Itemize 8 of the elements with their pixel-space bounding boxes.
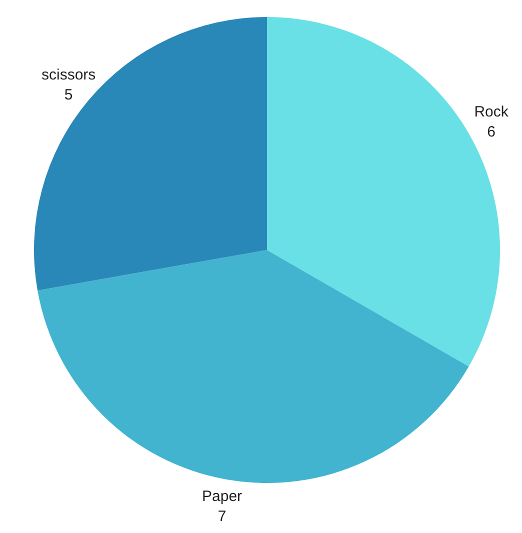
pie-slice [38,250,469,483]
data-label: 7 [218,508,226,526]
pie-slice [34,17,267,290]
data-label: 5 [64,86,73,104]
slice-label: Rock [474,104,509,120]
slice-label: Paper [202,488,242,506]
data-label: 6 [487,124,496,140]
slice-label: scissors [42,66,96,84]
